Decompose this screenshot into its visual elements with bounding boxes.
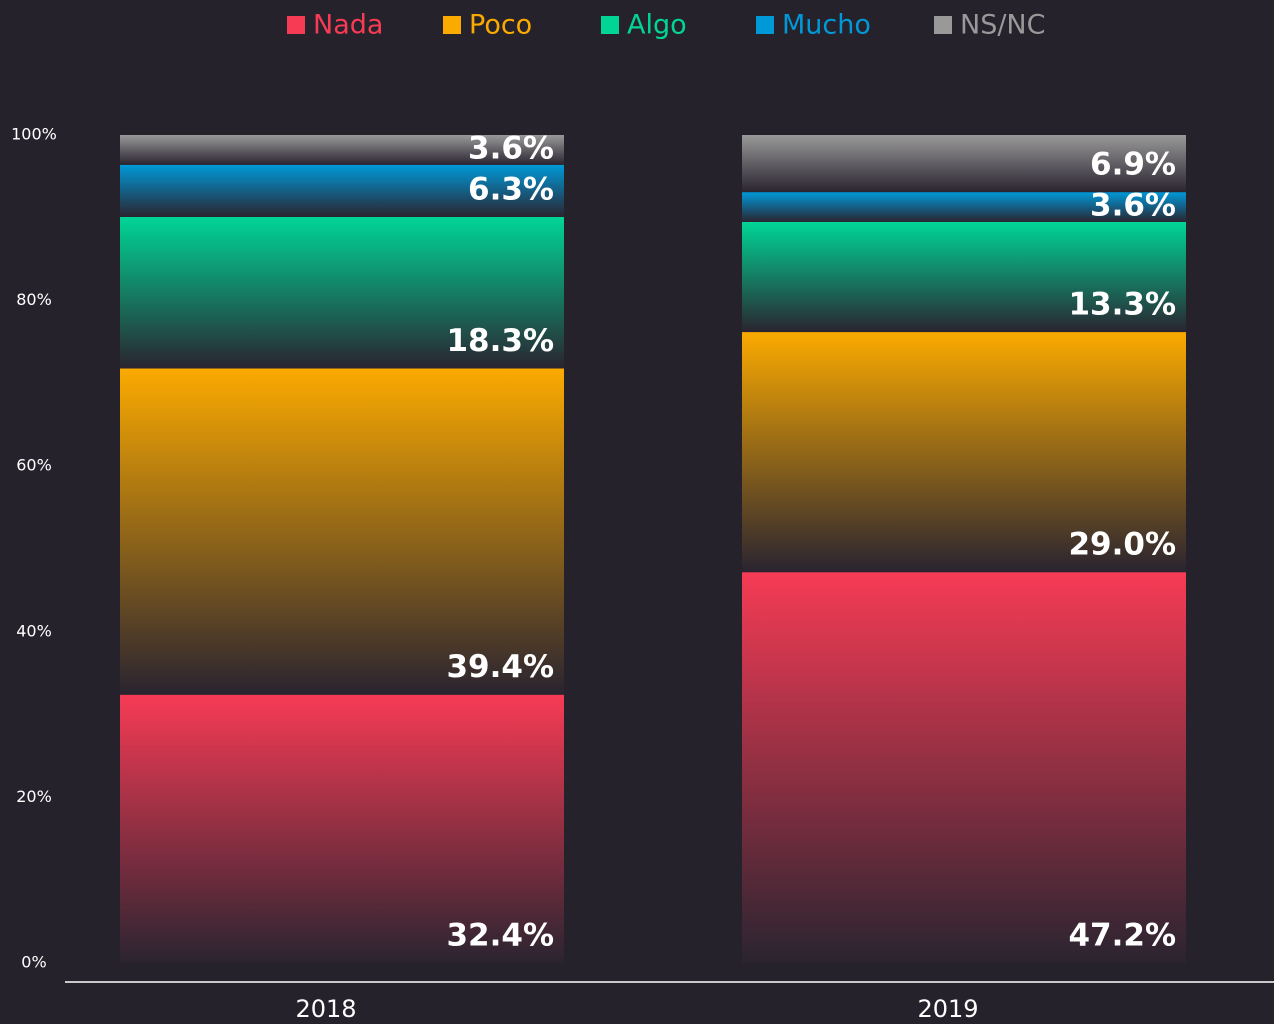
x-tick-label: 2018 [295, 995, 356, 1023]
legend-label: Nada [313, 10, 383, 41]
legend-swatch [601, 16, 619, 34]
bar-segment [120, 216, 564, 369]
value-label: 6.3% [468, 171, 554, 207]
legend-swatch [756, 16, 774, 34]
legend-label: Mucho [782, 10, 871, 41]
bar-segment [742, 332, 1186, 573]
value-label: 3.6% [468, 130, 554, 166]
y-tick-label: 0% [21, 953, 46, 972]
bar-segment [120, 135, 564, 165]
legend-swatch [934, 16, 952, 34]
value-label: 39.4% [446, 649, 554, 685]
bar-segment [120, 694, 564, 963]
value-label: 6.9% [1090, 147, 1176, 183]
bar-segment [742, 135, 1186, 193]
y-tick-label: 80% [16, 290, 52, 309]
legend-swatch [287, 16, 305, 34]
x-tick-label: 2019 [917, 995, 978, 1023]
legend-swatch [443, 16, 461, 34]
value-label: 32.4% [446, 918, 554, 954]
y-tick-label: 60% [16, 456, 52, 475]
bar-segment [742, 221, 1186, 333]
value-label: 13.3% [1068, 287, 1176, 323]
bar-segment [120, 164, 564, 217]
bar-segment [120, 368, 564, 695]
bar-segment [742, 572, 1186, 963]
bar-segment [742, 192, 1186, 222]
y-tick-label: 20% [16, 787, 52, 806]
value-label: 29.0% [1068, 527, 1176, 563]
legend-label: NS/NC [960, 10, 1045, 41]
legend-label: Poco [469, 10, 532, 41]
value-label: 47.2% [1068, 918, 1176, 954]
value-label: 3.6% [1090, 188, 1176, 224]
y-tick-label: 100% [11, 125, 57, 144]
y-tick-label: 40% [16, 621, 52, 640]
value-label: 18.3% [446, 323, 554, 359]
legend-label: Algo [627, 10, 687, 41]
